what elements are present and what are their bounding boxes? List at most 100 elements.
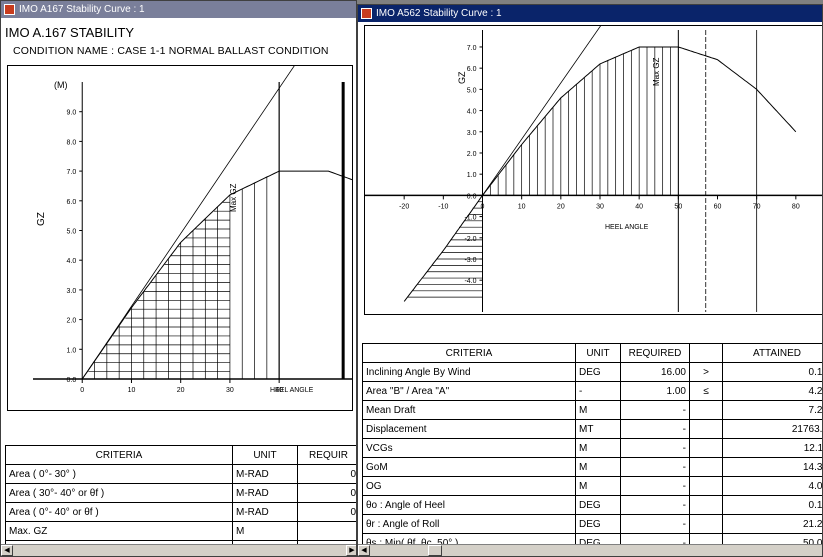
scroll-left-icon[interactable]: ◀	[358, 545, 370, 556]
cell-unit: DEG	[575, 495, 621, 515]
cell-unit: M	[575, 438, 621, 458]
cell-criteria: Area "B" / Area "A"	[362, 381, 576, 401]
cell-op: >	[689, 362, 723, 382]
y-tick-label: 4.0	[66, 258, 76, 265]
cell-attained: 12.11	[722, 438, 822, 458]
x-tick-label: 10	[128, 387, 136, 394]
y-tick-label: 3.0	[66, 288, 76, 295]
right-table-row: Area "B" / Area "A"-1.00≤4.29	[362, 381, 822, 401]
right-table-row: OGM- 4.00	[362, 476, 822, 496]
x-tick-label: 40	[635, 203, 643, 210]
y-tick-label: 1.0	[467, 172, 477, 179]
y-tick-label: 2.0	[467, 151, 477, 158]
y-tick-label: 5.0	[467, 87, 477, 94]
y-tick-label: -3.0	[464, 257, 476, 264]
x-tick-label: 30	[226, 387, 234, 394]
scroll-left-icon[interactable]: ◀	[1, 545, 13, 556]
y-tick-label: 7.0	[467, 45, 477, 52]
header-operator	[689, 343, 723, 363]
cell-required: 0	[297, 502, 356, 522]
right-x-axis-label: HEEL ANGLE	[605, 224, 649, 231]
cell-op	[689, 514, 723, 534]
header-unit: UNIT	[232, 445, 298, 465]
cell-unit: M	[232, 521, 298, 541]
cell-attained: 7.26	[722, 400, 822, 420]
x-tick-label: 40	[275, 387, 283, 394]
document-title: IMO A.167 STABILITY	[5, 25, 135, 40]
left-window-titlebar[interactable]: IMO A167 Stability Curve : 1	[1, 1, 356, 18]
y-tick-label: 6.0	[467, 66, 477, 73]
scroll-right-icon[interactable]: ▶	[346, 545, 356, 556]
cell-attained: 4.00	[722, 476, 822, 496]
header-criteria: CRITERIA	[5, 445, 233, 465]
cell-required: 16.00	[620, 362, 690, 382]
cell-criteria: Max. GZ	[5, 521, 233, 541]
cell-required: -	[620, 438, 690, 458]
cell-op	[689, 419, 723, 439]
y-tick-label: 7.0	[66, 169, 76, 176]
right-chart-frame: GZ HEEL ANGLE Max GZ -20-100102030405060…	[364, 20, 822, 315]
y-tick-label: -1.0	[464, 215, 476, 222]
header-required: REQUIR	[297, 445, 356, 465]
cell-unit: M	[575, 400, 621, 420]
x-tick-label: 0	[481, 203, 485, 210]
y-tick-label: 2.0	[66, 318, 76, 325]
left-window-title: IMO A167 Stability Curve : 1	[19, 4, 145, 15]
cell-required: 1.00	[620, 381, 690, 401]
cell-criteria: Area ( 0°- 40° or θf )	[5, 502, 233, 522]
left-table-row: Max. GZ M	[5, 521, 356, 541]
left-criteria-table: CRITERIA UNIT REQUIR Area ( 0°- 30° ) M-R…	[5, 445, 356, 556]
cell-unit: M-RAD	[232, 464, 298, 484]
y-tick-label: 1.0	[66, 347, 76, 354]
initial-gm-line	[482, 20, 605, 196]
cell-criteria: θo : Angle of Heel	[362, 495, 576, 515]
y-tick-label: -4.0	[464, 278, 476, 285]
y-tick-label: 4.0	[467, 109, 477, 116]
cell-criteria: Area ( 0°- 30° )	[5, 464, 233, 484]
initial-gm-line	[81, 37, 314, 380]
y-tick-label: 9.0	[66, 110, 76, 117]
right-criteria-table: CRITERIA UNIT REQUIRED ATTAINED Inclinin…	[362, 343, 822, 553]
cell-criteria: Inclining Angle By Wind	[362, 362, 576, 382]
right-stability-chart: GZ HEEL ANGLE Max GZ -20-100102030405060…	[365, 20, 822, 312]
cell-attained: 21763.5	[722, 419, 822, 439]
left-chart-frame: (M) GZ HEEL ANGLE Max GZ 0 10 20 30 40 0.0 1.0…	[7, 37, 356, 411]
y-tick-label: 0.0	[467, 193, 477, 200]
right-window-title: IMO A562 Stability Curve : 1	[376, 8, 502, 19]
right-horizontal-scrollbar[interactable]: ◀	[358, 544, 822, 556]
header-attained: ATTAINED	[722, 343, 822, 363]
cell-criteria: Area ( 30°- 40° or θf )	[5, 483, 233, 503]
cell-op	[689, 400, 723, 420]
app-icon	[361, 8, 372, 19]
y-tick-label: 0.0	[66, 377, 76, 384]
cell-op	[689, 457, 723, 477]
right-window-titlebar[interactable]: IMO A562 Stability Curve : 1	[358, 5, 822, 22]
left-table-row: Area ( 0°- 40° or θf ) M-RAD 0	[5, 502, 356, 522]
x-tick-label: 60	[714, 203, 722, 210]
left-table-header-row: CRITERIA UNIT REQUIR	[5, 445, 356, 465]
cell-unit: M-RAD	[232, 483, 298, 503]
left-max-gz-label: Max GZ	[229, 183, 238, 212]
cell-required	[297, 521, 356, 541]
left-horizontal-scrollbar[interactable]: ◀ ▶	[1, 544, 356, 556]
cell-attained: 0.17	[722, 495, 822, 515]
y-tick-label: -2.0	[464, 236, 476, 243]
cell-criteria: Displacement	[362, 419, 576, 439]
scroll-thumb[interactable]	[428, 545, 442, 556]
cell-required: -	[620, 514, 690, 534]
cell-criteria: GoM	[362, 457, 576, 477]
right-y-axis-label: GZ	[457, 71, 467, 84]
cell-required: -	[620, 400, 690, 420]
x-tick-label: 0	[80, 387, 84, 394]
app-icon	[4, 4, 15, 15]
y-tick-label: 3.0	[467, 130, 477, 137]
cell-required: -	[620, 476, 690, 496]
cell-criteria: θr : Angle of Roll	[362, 514, 576, 534]
cell-required: -	[620, 495, 690, 515]
left-axis-unit: (M)	[54, 80, 68, 90]
left-stability-window: IMO A167 Stability Curve : 1 IMO A.167 S…	[0, 0, 357, 557]
x-tick-label: -20	[399, 203, 409, 210]
